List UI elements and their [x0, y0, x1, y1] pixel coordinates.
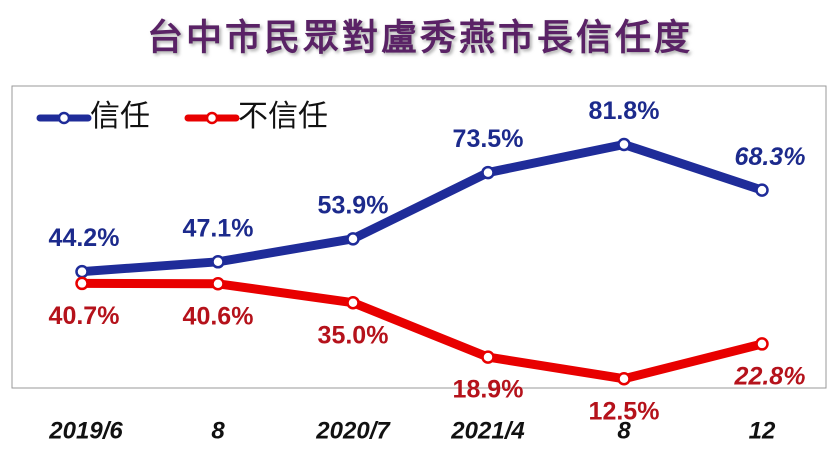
data-label: 35.0% — [318, 321, 389, 349]
x-tick-label: 8 — [617, 417, 631, 444]
legend: 信任 不信任 — [36, 100, 328, 133]
data-label: 81.8% — [589, 97, 660, 125]
x-tick-label: 12 — [749, 417, 776, 444]
data-point — [346, 232, 360, 246]
data-point — [617, 372, 631, 386]
data-point — [211, 277, 225, 291]
series-line — [77, 278, 767, 384]
data-label: 73.5% — [453, 125, 524, 153]
x-tick-label: 2021/4 — [450, 417, 524, 444]
legend-label: 不信任 — [238, 100, 328, 133]
data-label: 40.6% — [183, 302, 254, 330]
data-label: 47.1% — [183, 214, 254, 242]
data-label: 40.7% — [49, 302, 120, 330]
data-label: 12.5% — [589, 397, 660, 425]
x-tick-label: 8 — [211, 417, 225, 444]
data-label: 53.9% — [318, 191, 389, 219]
chart-title: 台中市民眾對盧秀燕市長信任度 — [147, 17, 693, 58]
data-label: 22.8% — [734, 363, 806, 391]
x-tick-label: 2020/7 — [315, 417, 391, 444]
plot-area — [11, 85, 827, 389]
data-point — [617, 137, 631, 152]
data-label: 18.9% — [453, 376, 524, 404]
legend-marker — [57, 111, 71, 125]
series-line — [77, 140, 767, 277]
data-point — [75, 264, 89, 279]
data-point — [75, 276, 89, 291]
legend-marker — [205, 111, 219, 125]
data-point — [346, 295, 360, 310]
data-point — [481, 165, 495, 180]
data-point — [755, 337, 769, 351]
legend-label: 信任 — [90, 100, 150, 133]
data-point — [481, 350, 495, 364]
data-point — [211, 255, 225, 269]
data-point — [755, 183, 769, 197]
x-tick-label: 2019/6 — [48, 417, 123, 444]
data-label: 68.3% — [735, 143, 806, 171]
data-label: 44.2% — [49, 224, 120, 252]
